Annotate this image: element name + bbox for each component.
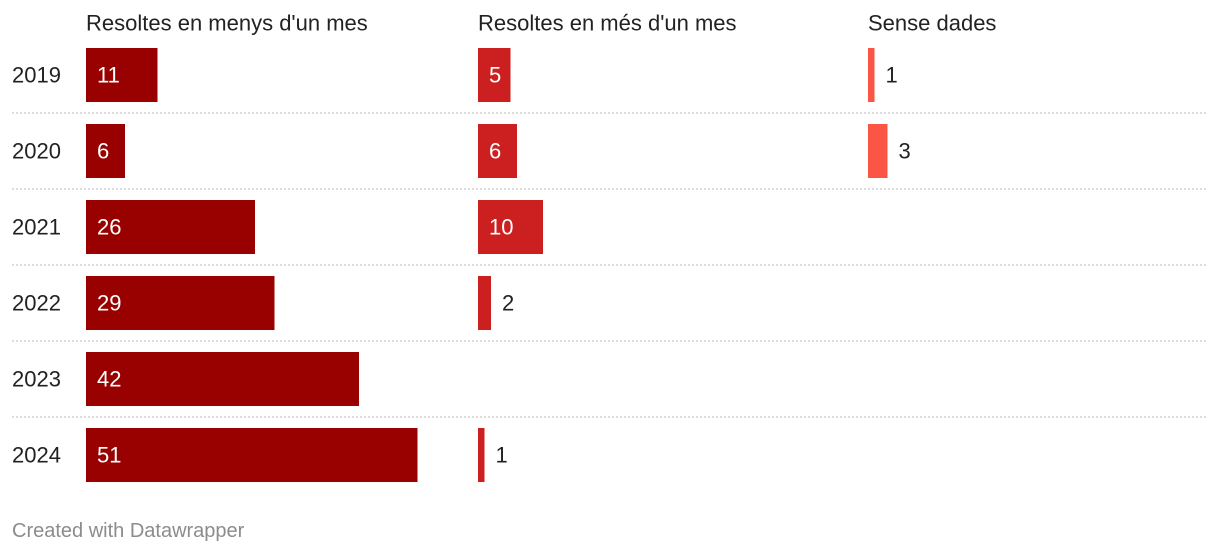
- panel-header: Sense dades: [868, 11, 996, 36]
- bar: [478, 48, 511, 102]
- bar: [478, 124, 517, 178]
- data-label: 11: [97, 63, 120, 88]
- bar: [868, 124, 888, 178]
- row-label: 2023: [12, 367, 61, 392]
- row-label: 2024: [12, 443, 61, 468]
- bar: [86, 48, 158, 102]
- panel-header: Resoltes en més d'un mes: [478, 11, 737, 36]
- bar: [86, 124, 125, 178]
- row-label: 2022: [12, 291, 61, 316]
- data-label: 29: [97, 291, 121, 316]
- data-label: 51: [97, 443, 121, 468]
- bar: [868, 48, 875, 102]
- bar: [86, 428, 418, 482]
- data-label: 2: [502, 291, 514, 316]
- bar: [478, 276, 491, 330]
- data-label: 6: [489, 139, 501, 164]
- data-label: 5: [489, 63, 501, 88]
- panel-header: Resoltes en menys d'un mes: [86, 11, 368, 36]
- bar: [86, 276, 275, 330]
- data-label: 1: [496, 443, 508, 468]
- row-label: 2020: [12, 139, 61, 164]
- bar: [86, 200, 255, 254]
- data-label: 42: [97, 367, 121, 392]
- data-label: 6: [97, 139, 109, 164]
- bar: [86, 352, 359, 406]
- data-label: 26: [97, 215, 121, 240]
- row-label: 2019: [12, 63, 61, 88]
- data-label: 10: [489, 215, 513, 240]
- bar: [478, 428, 485, 482]
- footer-credit: Created with Datawrapper: [12, 520, 245, 542]
- data-label: 3: [899, 139, 911, 164]
- data-label: 1: [886, 63, 898, 88]
- bar: [478, 200, 543, 254]
- chart: Resoltes en menys d'un mes Resoltes en mé…: [12, 11, 1208, 482]
- row-label: 2021: [12, 215, 61, 240]
